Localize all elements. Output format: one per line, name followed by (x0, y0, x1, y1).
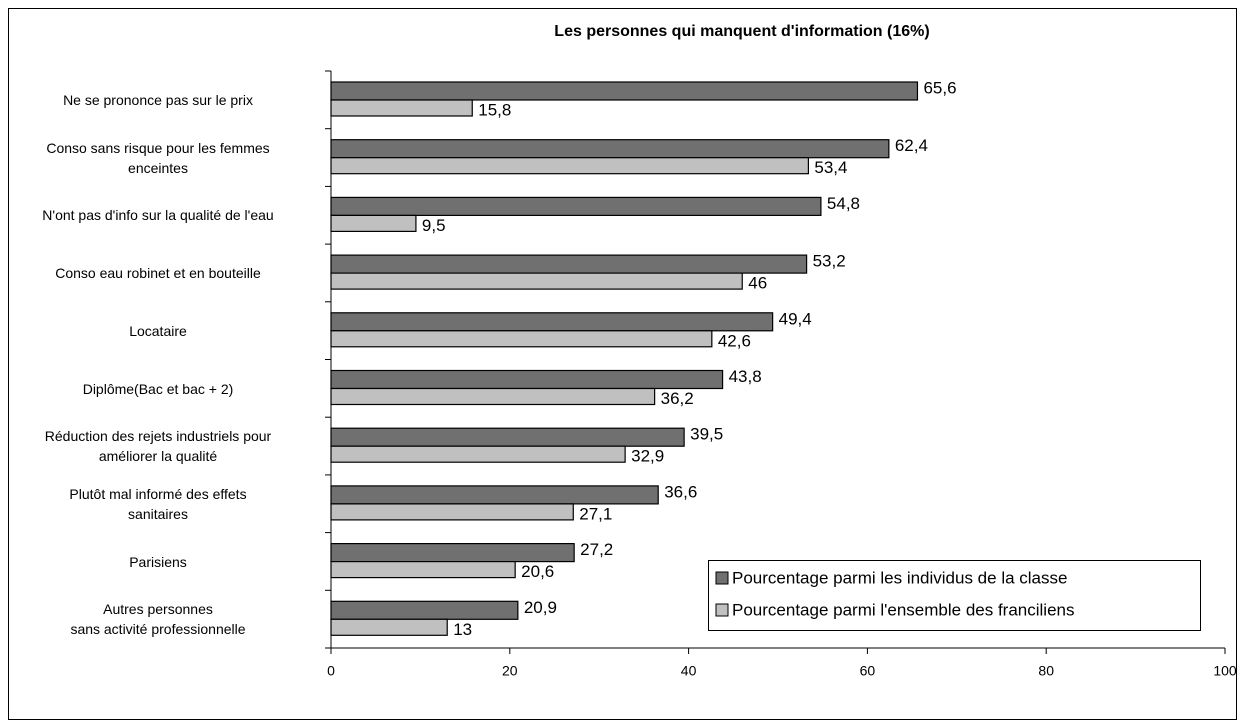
data-label: 53,2 (813, 252, 846, 271)
legend-box (708, 560, 1201, 631)
legend-label: Pourcentage parmi les individus de la cl… (732, 568, 1067, 587)
data-label: 65,6 (923, 78, 956, 97)
bar (330, 503, 574, 521)
x-tick-label: 60 (860, 663, 876, 679)
data-label: 27,1 (579, 504, 612, 523)
category-label: Diplôme(Bac et bac + 2) (82, 380, 234, 397)
data-label: 15,8 (478, 100, 511, 119)
legend-label: Pourcentage parmi l'ensemble des francil… (732, 600, 1074, 619)
data-label: 53,4 (814, 158, 847, 177)
data-label: 42,6 (718, 331, 751, 350)
bar (330, 560, 516, 579)
legend-swatch (715, 603, 729, 617)
legend-swatch (715, 571, 729, 585)
category-label: N'ont pas d'info sur la qualité de l'eau (42, 207, 274, 224)
data-label: 36,6 (664, 482, 697, 501)
x-tick-label: 40 (681, 663, 697, 679)
chart-border (8, 8, 1237, 720)
bar (330, 312, 774, 332)
data-label: 20,6 (521, 562, 554, 581)
bar (330, 542, 575, 563)
bar (330, 387, 656, 406)
bar (330, 81, 919, 101)
data-label: 46 (748, 274, 767, 293)
category-label: Autres personnes sans activité professio… (70, 601, 246, 638)
x-tick-label: 80 (1038, 663, 1054, 679)
data-label: 39,5 (690, 425, 723, 444)
data-label: 13 (453, 620, 472, 639)
x-tick-label: 0 (327, 663, 335, 679)
x-tick-label: 20 (502, 663, 518, 679)
bar (330, 254, 808, 274)
bar (330, 99, 473, 117)
category-label: Plutôt mal informé des effets sanitaires (69, 485, 247, 522)
category-label: Locataire (129, 322, 187, 339)
data-label: 54,8 (827, 194, 860, 213)
category-label: Conso sans risque pour les femmes encein… (46, 139, 270, 176)
data-label: 32,9 (631, 447, 664, 466)
x-tick-label: 100 (1213, 663, 1237, 679)
category-label: Réduction des rejets industriels pour am… (44, 428, 272, 465)
category-label: Parisiens (129, 553, 187, 570)
data-label: 49,4 (779, 309, 812, 328)
category-label: Ne se prononce pas sur le prix (63, 92, 253, 108)
data-label: 9,5 (422, 216, 446, 235)
bar (330, 139, 890, 159)
bar (330, 445, 626, 463)
category-label: Conso eau robinet et en bouteille (55, 265, 261, 282)
data-label: 43,8 (729, 367, 762, 386)
bar (330, 427, 685, 447)
data-label: 36,2 (661, 389, 694, 408)
chart-title: Les personnes qui manquent d'information… (554, 23, 929, 40)
bar (330, 330, 713, 348)
bar (330, 369, 724, 390)
bar (330, 485, 659, 505)
bar (330, 600, 519, 620)
bar (330, 157, 809, 175)
bar (330, 196, 822, 216)
data-label: 27,2 (580, 540, 613, 559)
bar (330, 618, 448, 636)
data-label: 20,9 (524, 598, 557, 617)
bar (330, 272, 743, 290)
bar (330, 214, 417, 232)
data-label: 62,4 (895, 136, 928, 155)
